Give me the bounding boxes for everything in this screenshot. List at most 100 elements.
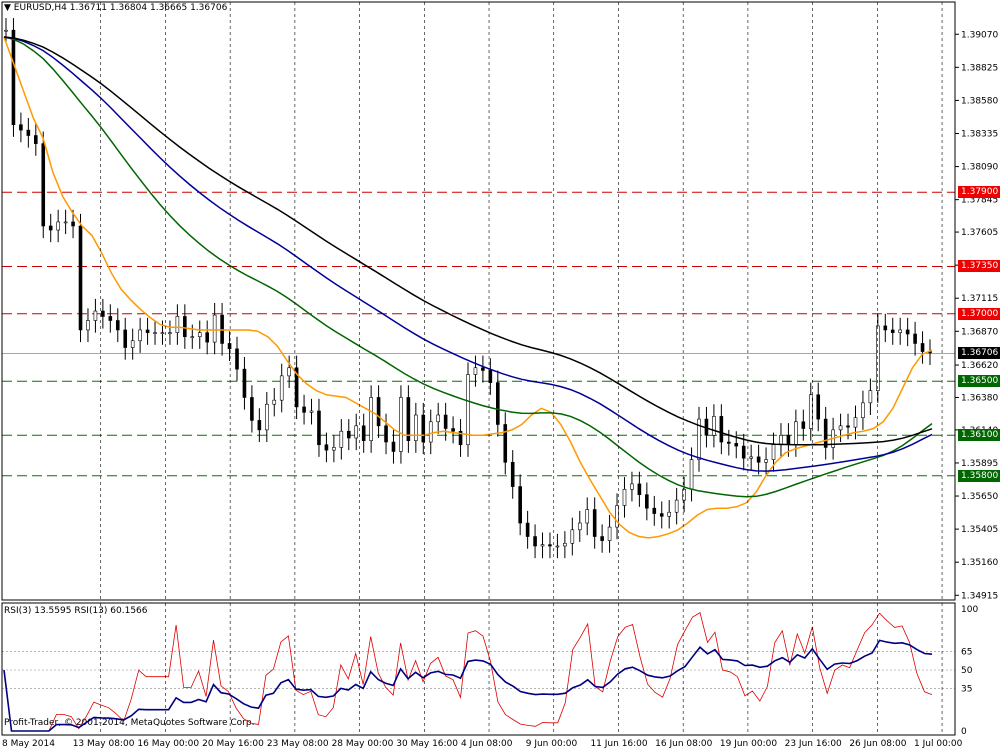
price-candle bbox=[130, 340, 135, 348]
rsi-frame bbox=[1, 602, 956, 736]
price-candle bbox=[846, 425, 850, 428]
price-candle bbox=[473, 367, 478, 375]
price-candle bbox=[346, 430, 351, 439]
price-candle bbox=[361, 425, 366, 441]
rsi-tick-label: 65 bbox=[961, 648, 972, 658]
time-tick-label: 23 Jun 16:00 bbox=[785, 739, 842, 749]
price-candle bbox=[712, 416, 716, 436]
price-candle bbox=[63, 221, 68, 224]
price-candle bbox=[808, 394, 813, 429]
price-candle bbox=[496, 382, 500, 425]
price-tick-label: 1.35650 bbox=[961, 492, 998, 502]
high-value: 1.36804 bbox=[109, 3, 148, 13]
price-candle bbox=[816, 394, 821, 420]
price-candle bbox=[749, 456, 753, 459]
price-candle bbox=[436, 414, 440, 423]
price-candle bbox=[123, 329, 128, 348]
price-candle bbox=[682, 488, 686, 501]
price-candle bbox=[861, 402, 865, 419]
price-candle bbox=[332, 447, 336, 451]
price-candle bbox=[920, 343, 925, 352]
time-tick-label: 4 Jun 08:00 bbox=[461, 739, 513, 749]
price-candle bbox=[428, 421, 433, 443]
price-candle bbox=[115, 320, 120, 331]
price-candle bbox=[652, 507, 657, 514]
price-candle bbox=[108, 316, 113, 321]
price-pane[interactable] bbox=[2, 18, 955, 559]
price-candle bbox=[168, 332, 172, 334]
price-candle bbox=[279, 375, 284, 401]
price-candle bbox=[771, 444, 776, 460]
chart-header: ▼ EURUSD,H4 1.36711 1.36804 1.36665 1.36… bbox=[4, 3, 227, 13]
level-label-resistance: 1.37900 bbox=[958, 186, 1000, 199]
price-candle bbox=[466, 374, 470, 446]
price-candle bbox=[421, 414, 426, 443]
price-tick-label: 1.38335 bbox=[961, 129, 998, 139]
time-tick-label: 28 May 00:00 bbox=[332, 739, 394, 749]
price-candle bbox=[727, 441, 731, 444]
time-tick-label: 11 Jun 16:00 bbox=[590, 739, 647, 749]
price-tick-label: 1.37115 bbox=[961, 294, 998, 304]
price-candle bbox=[637, 483, 642, 495]
ema-mid-line bbox=[3, 36, 933, 498]
price-candle bbox=[309, 410, 314, 413]
price-candle bbox=[443, 414, 448, 429]
price-candle bbox=[257, 420, 262, 431]
price-candle bbox=[86, 320, 90, 331]
price-candle bbox=[205, 332, 209, 343]
price-candle bbox=[481, 367, 485, 371]
collapse-triangle-icon[interactable]: ▼ bbox=[4, 3, 11, 13]
rsi-slow-line bbox=[3, 639, 933, 732]
price-candle bbox=[376, 397, 381, 427]
price-candle bbox=[876, 325, 880, 392]
price-tick-label: 1.35405 bbox=[961, 525, 998, 535]
level-label-support: 1.36500 bbox=[958, 375, 1000, 388]
time-tick-label: 19 Jun 00:00 bbox=[720, 739, 777, 749]
price-candle bbox=[41, 143, 46, 227]
price-tick-label: 1.39070 bbox=[961, 30, 998, 40]
price-candle bbox=[212, 314, 217, 343]
low-value: 1.36665 bbox=[149, 3, 188, 13]
price-candle bbox=[324, 444, 329, 451]
time-tick-label: 8 May 2014 bbox=[2, 739, 55, 749]
price-candle bbox=[11, 29, 16, 126]
close-value: 1.36706 bbox=[190, 3, 228, 13]
price-candle bbox=[607, 526, 612, 541]
rsi-header: RSI(3) 13.5595 RSI(13) 60.1566 bbox=[4, 606, 148, 616]
price-candle bbox=[890, 329, 895, 333]
price-frame bbox=[1, 1, 956, 601]
rsi-tick-label: 0 bbox=[961, 727, 967, 737]
price-candle bbox=[287, 367, 291, 377]
time-tick-label: 30 May 16:00 bbox=[396, 739, 458, 749]
price-candle bbox=[667, 511, 671, 517]
price-candle bbox=[555, 545, 560, 548]
price-candle bbox=[71, 221, 75, 227]
price-tick-label: 1.36620 bbox=[961, 361, 998, 371]
price-candle bbox=[339, 430, 344, 448]
rsi-pane[interactable] bbox=[2, 611, 955, 732]
price-candle bbox=[794, 421, 798, 446]
copyright-text: Profit-Trader, © 2001-2014, MetaQuotes S… bbox=[4, 718, 255, 728]
price-candle bbox=[451, 428, 455, 432]
price-candle bbox=[48, 225, 53, 231]
price-candle bbox=[913, 333, 917, 344]
rsi-fast-line bbox=[3, 611, 933, 732]
price-candle bbox=[600, 536, 604, 541]
rsi13-label: RSI(13) 60.1566 bbox=[74, 606, 148, 616]
price-candle bbox=[183, 316, 187, 338]
price-candle bbox=[592, 509, 597, 537]
price-candle bbox=[406, 397, 411, 441]
rsi-tick-label: 50 bbox=[961, 666, 973, 676]
price-candle bbox=[853, 417, 858, 428]
price-candle bbox=[160, 332, 165, 334]
price-candle bbox=[645, 494, 649, 509]
price-candle bbox=[138, 329, 142, 342]
price-candle bbox=[622, 488, 627, 506]
price-candle bbox=[399, 397, 403, 452]
price-candle bbox=[563, 542, 567, 547]
price-candle bbox=[56, 221, 60, 231]
price-candle bbox=[235, 348, 239, 370]
price-candle bbox=[250, 397, 254, 421]
price-candle bbox=[384, 425, 388, 443]
